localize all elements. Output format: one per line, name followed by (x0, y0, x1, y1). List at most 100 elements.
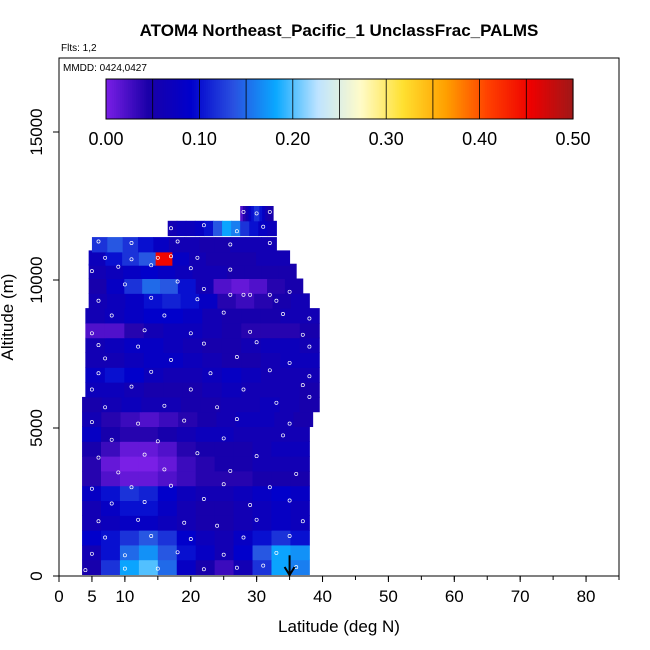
colorbar-swatch (429, 79, 432, 119)
colorbar-swatch (403, 79, 406, 119)
colorbar-swatch (263, 79, 267, 119)
colorbar-swatch (409, 79, 412, 119)
colorbar-swatch (185, 79, 189, 119)
colorbar-swatch (495, 79, 498, 119)
colorbar-swatch (477, 79, 480, 119)
colorbar-swatch (529, 79, 532, 119)
colorbar-swatch (199, 79, 203, 119)
colorbar-swatch (375, 79, 379, 119)
heatmap-cell (157, 470, 178, 487)
heatmap-cell (82, 559, 102, 576)
colorbar-swatch (217, 79, 221, 119)
colorbar-swatch (451, 79, 454, 119)
sample-point (142, 328, 147, 333)
heatmap-cell (290, 426, 310, 442)
colorbar-swatch (109, 79, 113, 119)
colorbar-swatch (421, 79, 424, 119)
colorbar-swatch (179, 79, 183, 119)
sample-point (175, 550, 180, 555)
colorbar-swatch (133, 79, 137, 119)
colorbar-swatch (251, 79, 255, 119)
sample-point (122, 553, 127, 558)
colorbar-swatch (563, 79, 566, 119)
arrow-head (283, 566, 296, 577)
heatmap-cell (264, 206, 269, 222)
heatmap-cell (239, 250, 257, 266)
sample-point (83, 568, 88, 573)
colorbar-swatch (111, 79, 115, 119)
sample-point (248, 329, 253, 334)
colorbar-swatch (195, 79, 199, 119)
sample-point (254, 211, 259, 216)
heatmap-cell (182, 337, 203, 354)
colorbar-swatch (369, 79, 373, 119)
sample-point (188, 537, 193, 541)
colorbar-swatch (399, 79, 402, 119)
colorbar-swatch (135, 79, 139, 119)
heatmap-cell (220, 396, 241, 413)
colorbar-swatch (501, 79, 504, 119)
sample-point (89, 486, 94, 491)
x-tick-label: 5 (87, 587, 96, 606)
heatmap-cell (214, 559, 235, 576)
sample-point (169, 483, 173, 488)
colorbar-swatch (349, 79, 353, 119)
heatmap-cell (233, 559, 254, 576)
heatmap-cell (195, 470, 216, 487)
heatmap-cell (271, 426, 291, 442)
heatmap-cell (252, 544, 272, 561)
colorbar-swatch (361, 79, 365, 119)
colorbar-swatch (555, 79, 558, 119)
sample-point (188, 387, 193, 392)
heatmap-cell (104, 308, 125, 324)
heatmap-cell (124, 308, 145, 324)
heatmap-cell (253, 206, 258, 222)
sample-point (149, 263, 154, 268)
colorbar-tick-label: 0.40 (462, 129, 497, 149)
heatmap-cell (88, 278, 107, 294)
heatmap-cell (233, 544, 254, 561)
colorbar-swatch (125, 79, 129, 119)
heatmap-cell (85, 382, 106, 398)
sample-point (234, 417, 239, 422)
heatmap-cell (293, 411, 314, 428)
colorbar-swatch (249, 79, 253, 119)
colorbar-swatch (485, 79, 488, 119)
colorbar-swatch (533, 79, 536, 119)
heatmap-cell (138, 250, 157, 266)
heatmap-cell (104, 382, 125, 398)
colorbar-swatch (241, 79, 245, 119)
sample-point (300, 383, 305, 388)
colorbar-swatch (309, 79, 313, 119)
colorbar-swatch (211, 79, 215, 119)
heatmap-cell (176, 500, 197, 516)
colorbar-swatch (155, 79, 159, 119)
colorbar-swatch (319, 79, 323, 119)
sample-point (136, 421, 141, 426)
heatmap-cell (85, 367, 106, 383)
colorbar-swatch (351, 79, 355, 119)
colorbar-swatch (289, 79, 293, 119)
colorbar-swatch (151, 79, 155, 119)
heatmap-cell (233, 500, 254, 516)
sample-point (129, 257, 134, 262)
sample-point (307, 344, 312, 349)
colorbar-swatch (393, 79, 396, 119)
heatmap-cell (125, 293, 145, 309)
colorbar-swatch (257, 79, 261, 119)
heatmap-cell (280, 352, 301, 368)
heatmap-cell (242, 206, 247, 222)
heatmap-cell (241, 337, 262, 354)
heatmap-cell (299, 382, 320, 398)
heatmap-cell (299, 396, 320, 413)
heatmap-cell (203, 220, 214, 237)
colorbar-swatch (481, 79, 484, 119)
heatmap-cell (280, 367, 301, 383)
heatmap-cell (216, 411, 237, 428)
heatmap-cell (82, 500, 102, 516)
heatmap-cell (252, 426, 272, 442)
sample-point (267, 368, 272, 373)
heatmap-cell (143, 337, 164, 354)
sample-point (307, 394, 312, 399)
colorbar-swatch (269, 79, 273, 119)
